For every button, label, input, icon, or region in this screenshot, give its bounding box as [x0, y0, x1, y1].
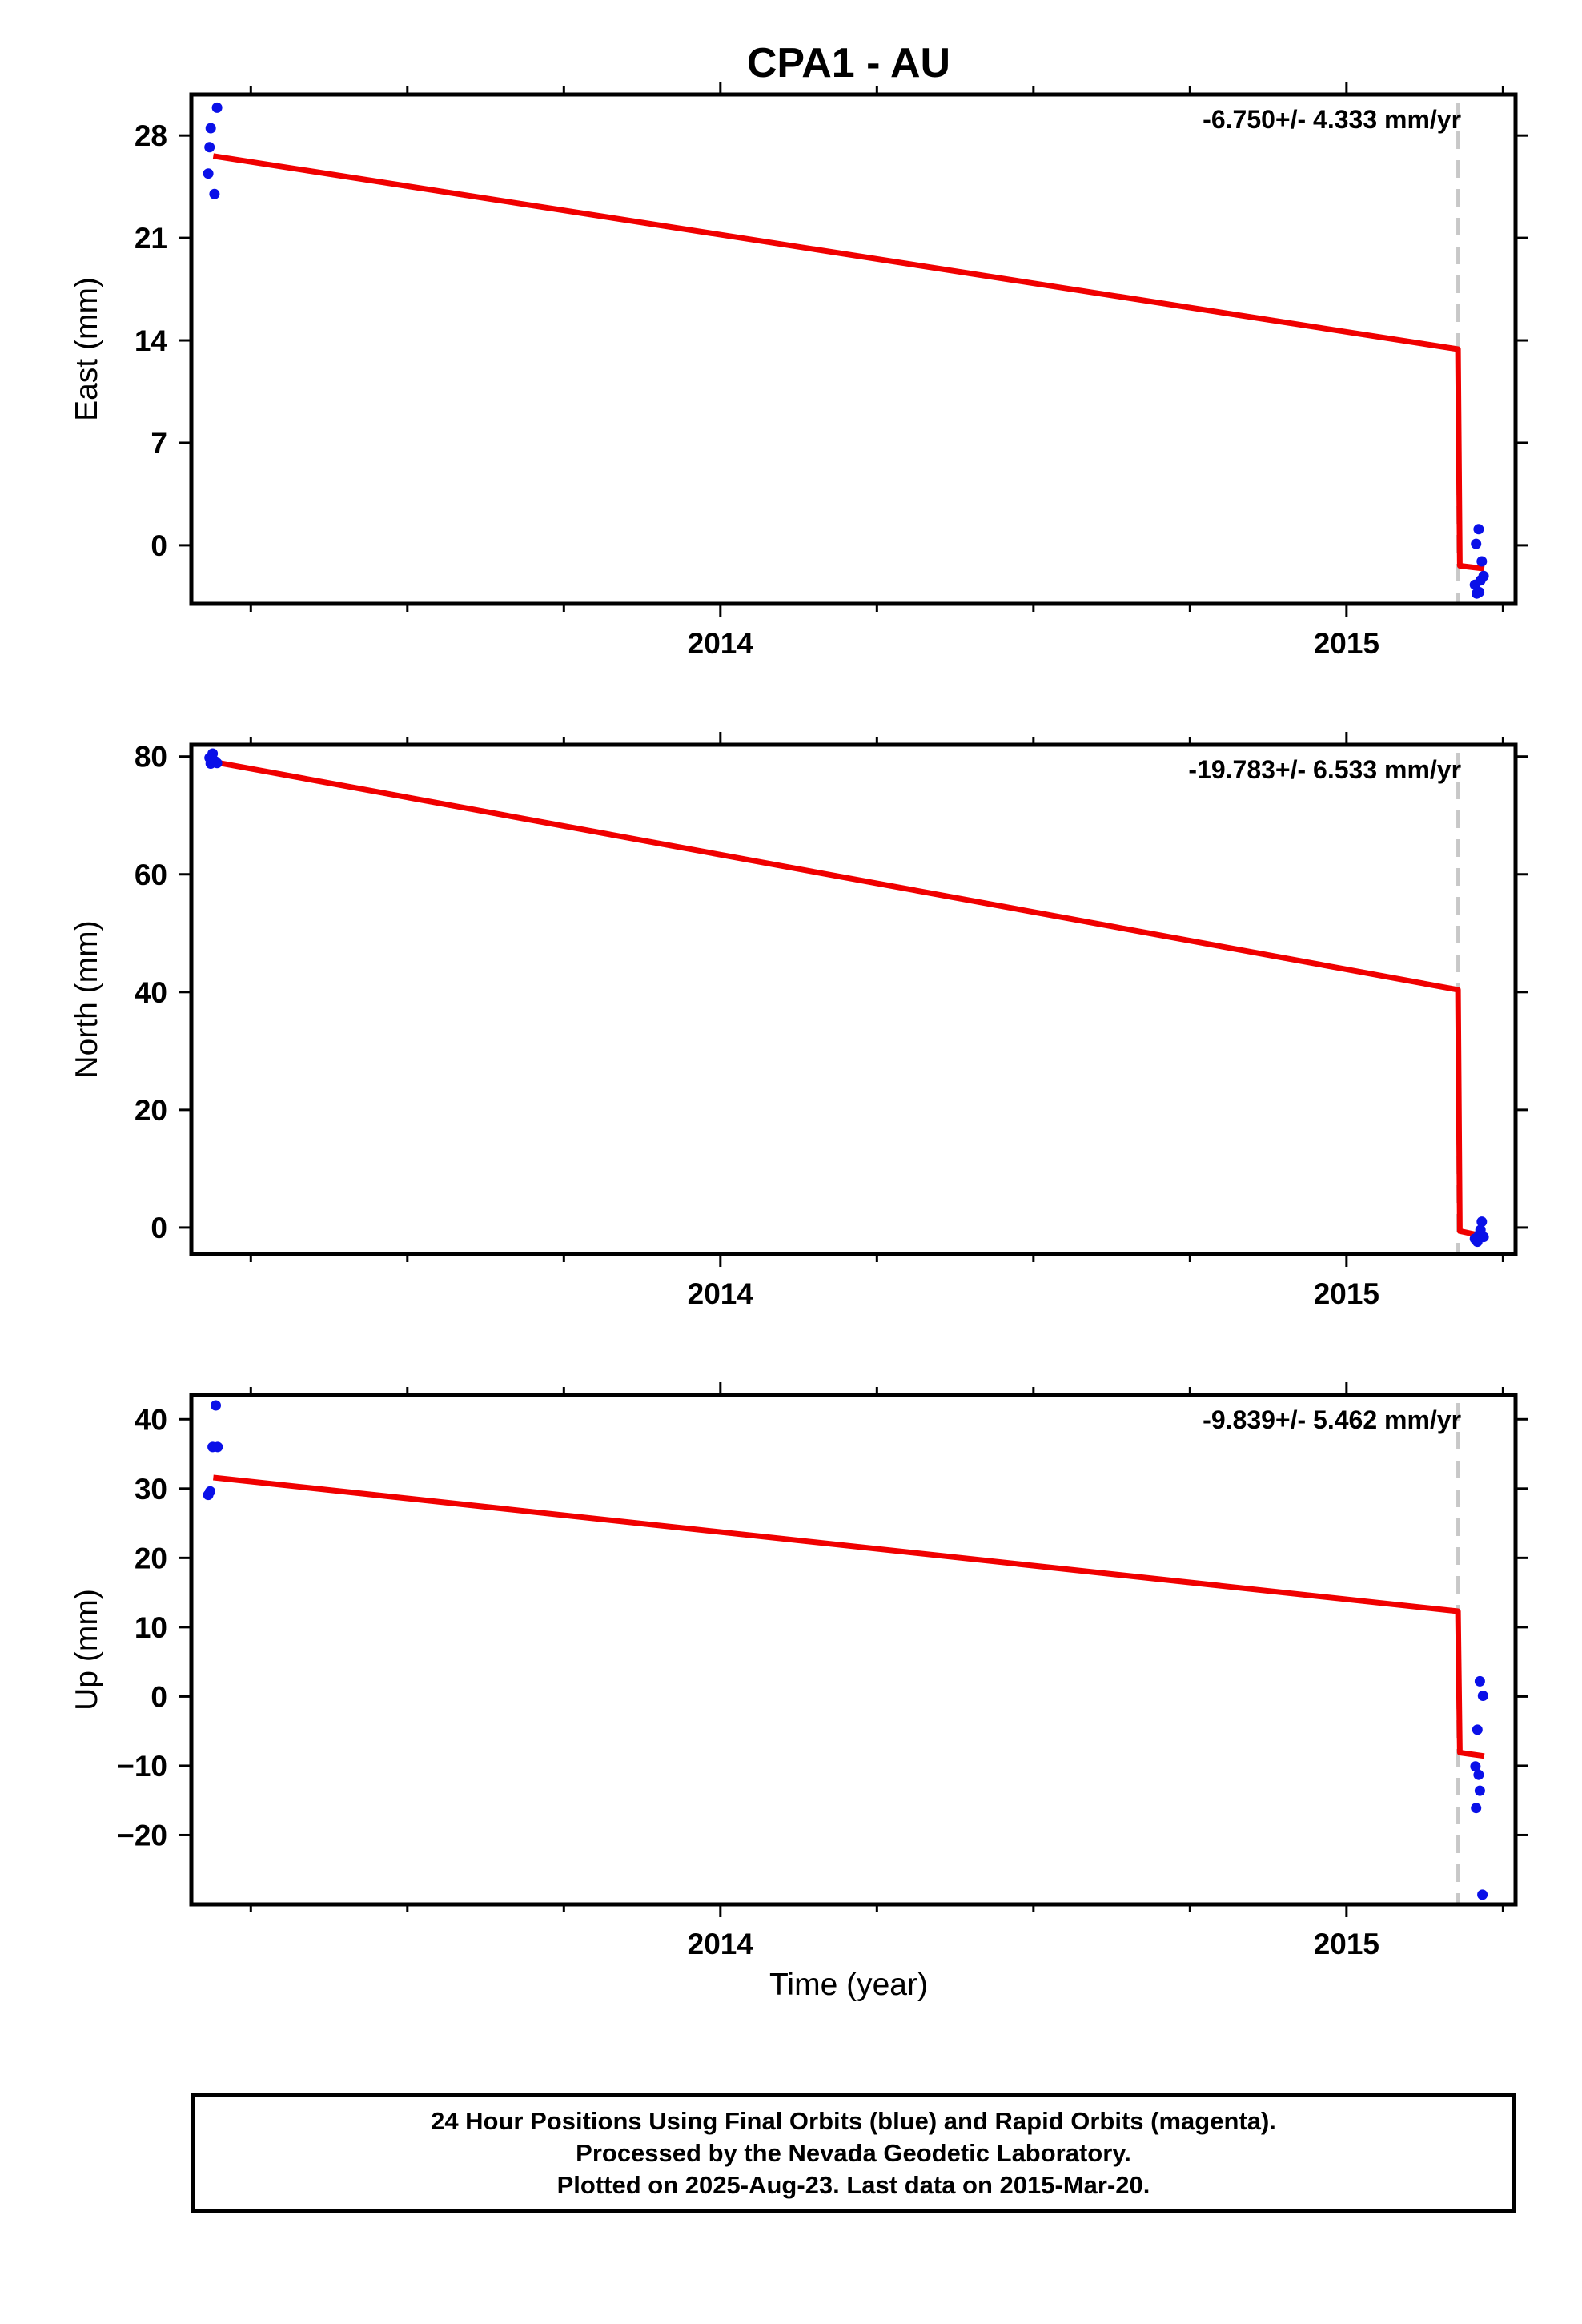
y-tick-label: 21: [135, 222, 167, 255]
data-layer: [203, 102, 1489, 599]
y-tick-label: 14: [135, 324, 168, 357]
x-tick-label: 2014: [688, 1928, 754, 1960]
data-point: [211, 1400, 221, 1411]
y-tick-label: 10: [135, 1611, 167, 1644]
data-point: [211, 758, 223, 769]
y-axis-label: East (mm): [70, 277, 104, 421]
data-point: [1477, 1691, 1488, 1701]
panel-3: 40 30 20 10 0 −10 −20 2014 2015 Up (mm) -9.839+/- …: [70, 1382, 1528, 1960]
data-point: [1476, 1216, 1488, 1228]
data-point: [1473, 1769, 1484, 1780]
x-tick-label: 2014: [688, 1277, 754, 1310]
footer-box: 24 Hour Positions Using Final Orbits (bl…: [191, 2093, 1516, 2213]
data-point: [1470, 1761, 1481, 1772]
rate-label: -6.750+/- 4.333 mm/yr: [1203, 105, 1461, 134]
y-axis-label: Up (mm): [70, 1589, 104, 1711]
rate-label: -9.839+/- 5.462 mm/yr: [1203, 1405, 1461, 1434]
data-point: [205, 1486, 215, 1497]
panel-2: 80 60 40 20 0 2014 2015 North (mm) -19.783+/- 6.…: [70, 732, 1528, 1310]
data-point: [209, 188, 220, 199]
data-point: [1474, 586, 1485, 597]
x-tick-label: 2015: [1314, 627, 1379, 660]
y-tick-label: 7: [151, 427, 167, 460]
y-tick-label: 20: [135, 1094, 167, 1127]
footer-line-3: Plotted on 2025-Aug-23. Last data on 201…: [556, 2171, 1150, 2199]
plot-frame: [189, 1393, 1518, 1907]
y-tick-label: −20: [117, 1819, 167, 1852]
data-point: [1471, 1803, 1482, 1814]
data-point: [205, 123, 216, 134]
data-point: [1474, 1675, 1485, 1687]
y-tick-label: 60: [135, 858, 167, 891]
y-tick-label: 0: [151, 1680, 167, 1713]
model-line: [213, 1474, 1485, 1759]
data-point: [1473, 524, 1484, 535]
data-point: [204, 142, 215, 153]
data-point: [211, 102, 223, 113]
data-point: [1472, 1724, 1483, 1735]
data-point: [1476, 556, 1488, 567]
panels: 28 21 14 7 0 2014 2015 East (mm) -6.750+/- 4.333…: [70, 82, 1528, 1960]
x-tick-label: 2014: [688, 627, 754, 660]
panel-1: 28 21 14 7 0 2014 2015 East (mm) -6.750+/- 4.333…: [70, 82, 1528, 660]
footer-line-1: 24 Hour Positions Using Final Orbits (bl…: [431, 2107, 1276, 2135]
y-tick-label: 30: [135, 1473, 167, 1506]
data-layer: [204, 748, 1489, 1248]
x-tick-label: 2015: [1314, 1277, 1379, 1310]
y-tick-label: −10: [117, 1750, 167, 1783]
y-tick-label: 20: [135, 1542, 167, 1574]
model-line: [212, 153, 1485, 572]
y-axis-label: North (mm): [70, 920, 104, 1078]
data-point: [1474, 1785, 1485, 1796]
data-point: [1478, 570, 1489, 581]
data-layer: [203, 1400, 1488, 1900]
data-point: [1477, 1889, 1488, 1900]
y-tick-label: 0: [151, 529, 167, 562]
chart-title: CPA1 - AU: [747, 40, 950, 86]
y-tick-label: 40: [135, 976, 167, 1009]
y-tick-label: 80: [135, 741, 167, 774]
x-tick-label: 2015: [1314, 1928, 1379, 1960]
y-tick-label: 28: [135, 119, 167, 152]
footer-line-2: Processed by the Nevada Geodetic Laborat…: [576, 2139, 1131, 2167]
x-axis-label: Time (year): [769, 1968, 928, 2002]
plot-frame: [189, 742, 1518, 1256]
data-point: [203, 168, 214, 179]
rate-label: -19.783+/- 6.533 mm/yr: [1188, 755, 1461, 784]
data-point: [1478, 1232, 1489, 1243]
y-tick-label: 40: [135, 1403, 167, 1436]
data-point: [212, 1441, 223, 1453]
plot-frame: [189, 92, 1518, 606]
y-tick-label: 0: [151, 1212, 167, 1244]
model-line: [212, 758, 1485, 1240]
data-point: [1471, 538, 1482, 549]
